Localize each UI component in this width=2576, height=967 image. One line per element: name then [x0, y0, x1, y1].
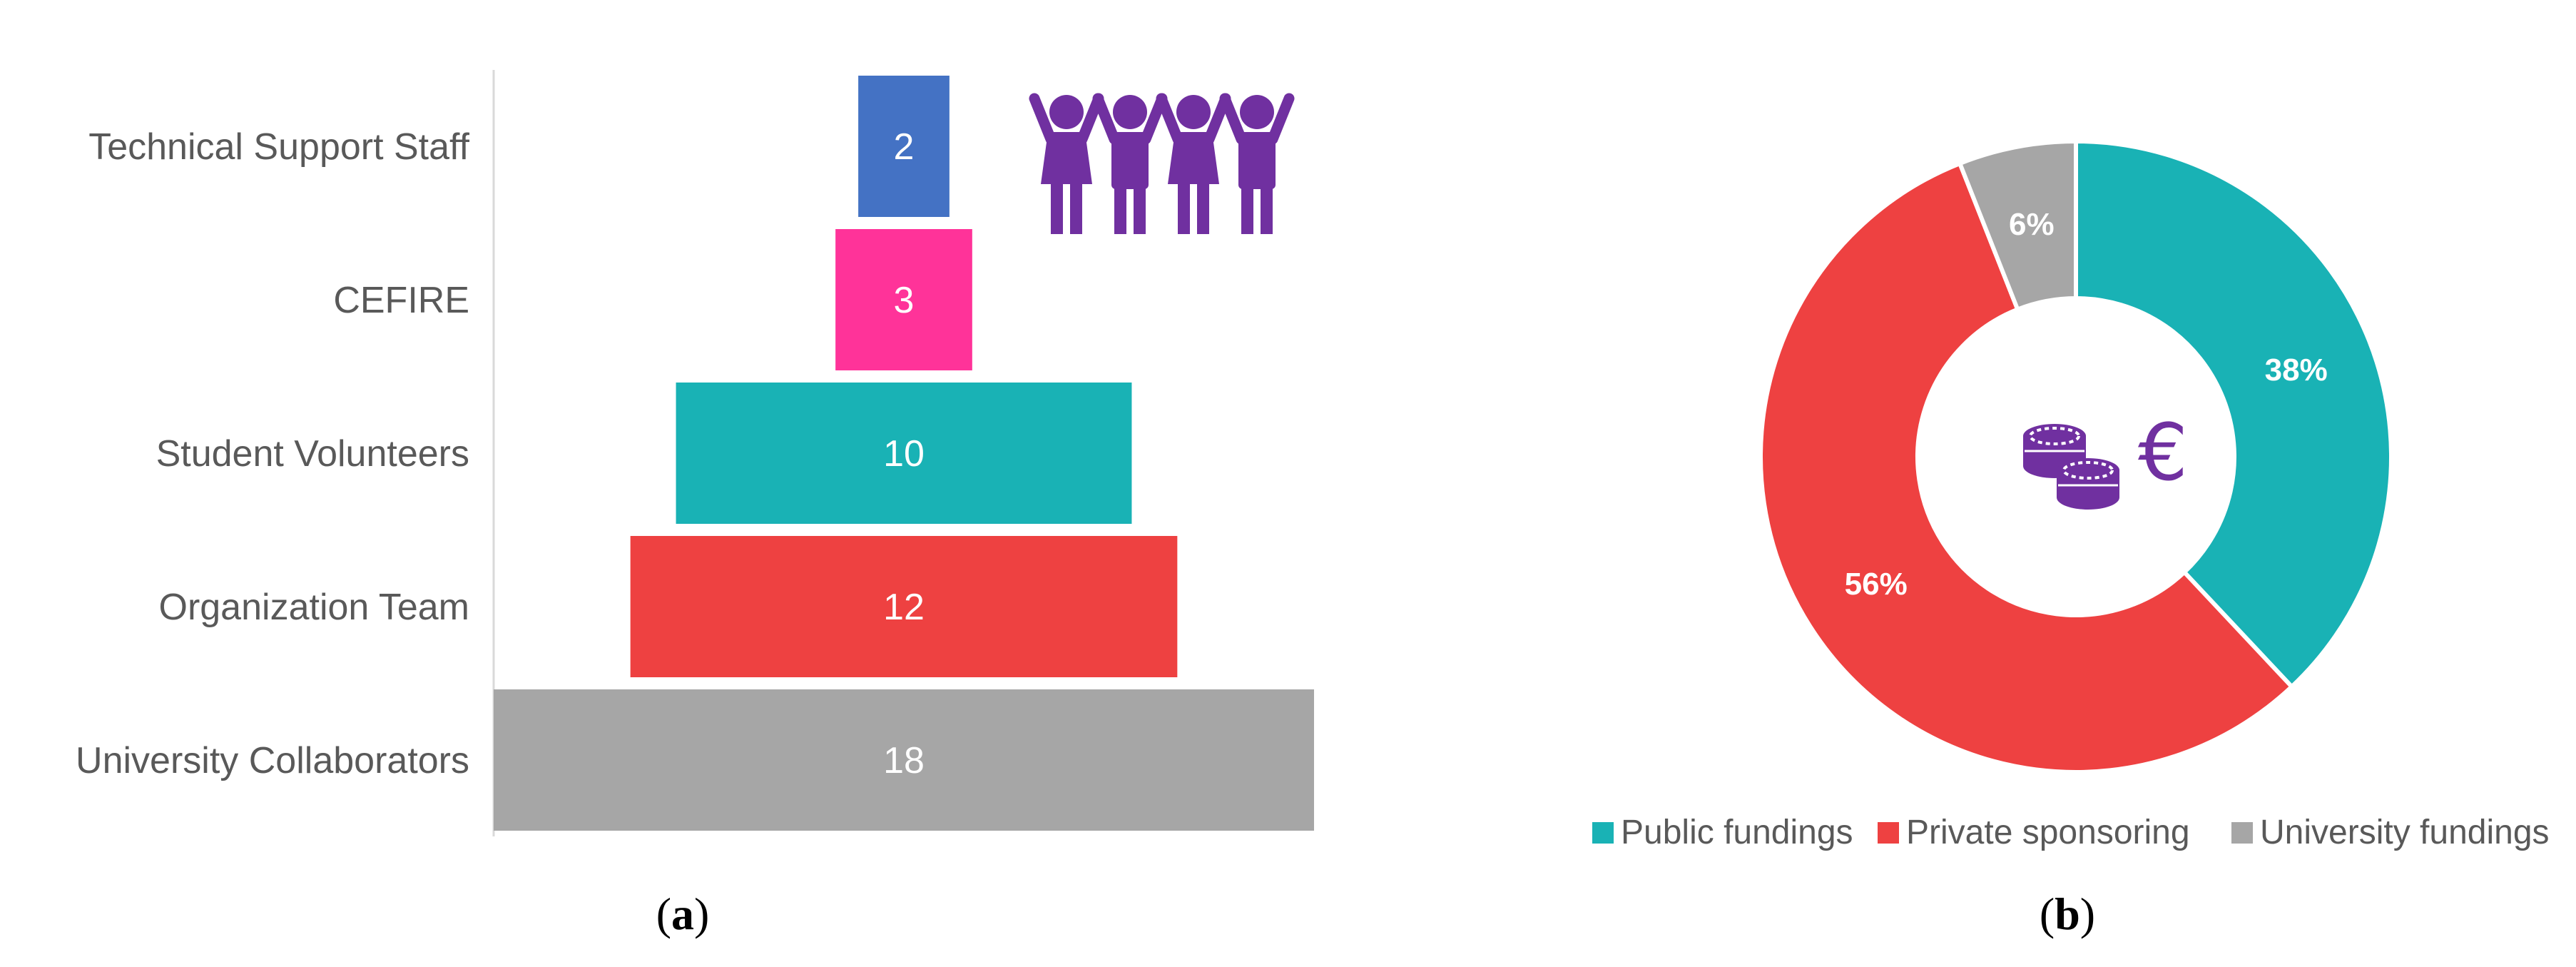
data-label-university-collaborators: 18 — [883, 740, 925, 781]
caption-b-open: ( — [2040, 888, 2055, 939]
bar-cefire — [835, 229, 972, 370]
data-label-cefire: 3 — [894, 280, 915, 321]
caption-a-letter: a — [671, 888, 694, 939]
legend-label-university-fundings: University fundings — [2260, 814, 2550, 851]
legend-label-public-fundings: Public fundings — [1621, 814, 1853, 851]
coins-icon — [2023, 424, 2119, 510]
caption-b-close: ) — [2080, 888, 2095, 939]
category-label-university-collaborators: University Collaborators — [76, 740, 469, 781]
euro-icon: € — [2138, 407, 2188, 498]
category-label-cefire: CEFIRE — [333, 280, 469, 321]
slice-label-private-sponsoring: 56% — [1845, 567, 1908, 602]
bars-group: 2 Technical Support Staff 3 CEFIRE 10 Student… — [76, 76, 1314, 831]
panel-b-donut-chart: 38% 56% 6% € Public fundings Private sponso… — [1592, 138, 2550, 939]
donut-slices — [1758, 138, 2393, 774]
legend: Public fundings Private sponsoring Univers… — [1592, 814, 2550, 851]
slice-public-fundings — [2074, 138, 2393, 690]
caption-b: (b) — [2040, 888, 2095, 939]
donut-labels: 38% 56% 6% — [1845, 207, 2328, 602]
legend-swatch-public-fundings — [1592, 822, 1614, 844]
slice-university-fundings — [1957, 138, 2078, 313]
caption-a: (a) — [656, 888, 710, 939]
bar-student-volunteers — [676, 383, 1132, 524]
caption-a-open: ( — [656, 888, 671, 939]
category-label-student-volunteers: Student Volunteers — [156, 433, 469, 475]
data-label-organization-team: 12 — [883, 587, 925, 628]
category-label-technical-support-staff: Technical Support Staff — [88, 126, 469, 168]
people-holding-hands-icon — [1029, 93, 1295, 234]
data-label-technical-support-staff: 2 — [894, 126, 915, 168]
slice-private-sponsoring — [1758, 161, 2295, 774]
caption-a-close: ) — [694, 888, 709, 939]
caption-b-letter: b — [2055, 888, 2080, 939]
data-label-student-volunteers: 10 — [883, 433, 925, 475]
category-label-organization-team: Organization Team — [159, 587, 470, 628]
slice-label-public-fundings: 38% — [2265, 353, 2328, 388]
bar-organization-team — [630, 536, 1178, 677]
bar-university-collaborators — [494, 689, 1314, 831]
legend-swatch-private-sponsoring — [1878, 822, 1899, 844]
slice-label-university-fundings: 6% — [2009, 207, 2055, 242]
panel-a-pyramid-chart: 2 Technical Support Staff 3 CEFIRE 10 Student… — [76, 70, 1314, 939]
legend-swatch-university-fundings — [2231, 822, 2253, 844]
legend-label-private-sponsoring: Private sponsoring — [1906, 814, 2190, 851]
bar-technical-support-staff — [858, 76, 950, 217]
